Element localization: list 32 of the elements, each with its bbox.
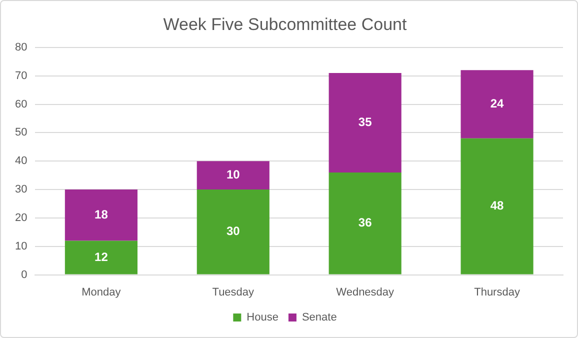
data-label: 48	[490, 198, 504, 213]
y-tick-label: 50	[14, 126, 28, 139]
x-tick-label: Wednesday	[336, 286, 395, 298]
y-tick-label: 70	[14, 70, 28, 82]
y-tick-label: 20	[14, 212, 28, 224]
data-label: 30	[226, 224, 240, 238]
bar	[328, 172, 402, 274]
data-label: 35	[358, 115, 372, 130]
data-label: 12	[94, 250, 108, 264]
y-tick-label: 30	[14, 184, 28, 196]
y-tick-label: 60	[14, 98, 28, 110]
data-label: 24	[490, 96, 504, 111]
x-tick-label: Thursday	[474, 286, 520, 298]
x-tick-label: Monday	[82, 286, 122, 298]
bar	[64, 240, 138, 274]
x-tick-label: Tuesday	[212, 286, 255, 298]
legend-label: House	[246, 312, 278, 324]
y-tick-label: 10	[14, 240, 28, 252]
data-label: 36	[358, 216, 372, 230]
bar	[196, 190, 270, 274]
bar	[460, 70, 534, 138]
y-tick-label: 40	[14, 155, 28, 168]
legend-label: Senate	[302, 312, 337, 324]
bar	[460, 138, 534, 274]
y-tick-label: 80	[14, 41, 28, 54]
data-label: 18	[94, 207, 108, 222]
bar	[64, 190, 138, 241]
chart-title: Week Five Subcommittee Count	[163, 14, 407, 34]
data-label: 10	[226, 168, 240, 182]
bar	[196, 161, 270, 190]
bar	[328, 72, 402, 172]
y-tick-label: 0	[21, 268, 28, 281]
